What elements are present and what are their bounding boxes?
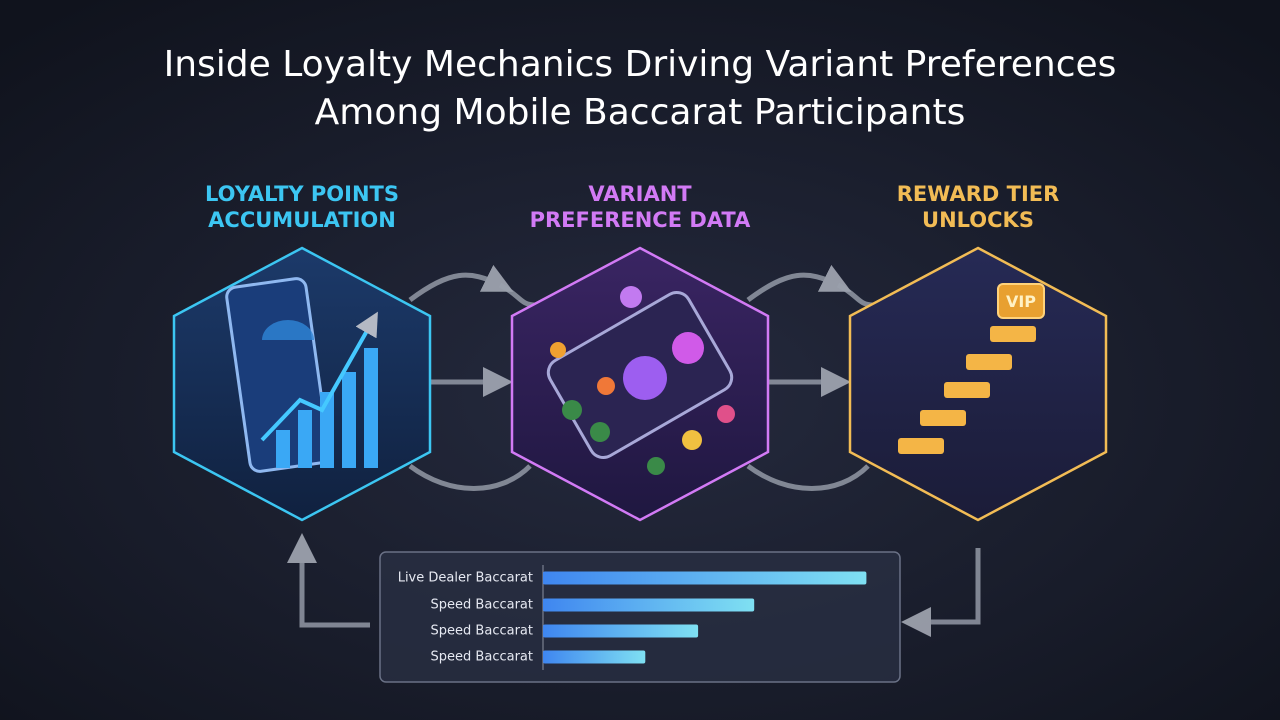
- bar: [543, 624, 699, 638]
- connectors: [287, 264, 981, 637]
- node-label: VARIANT: [588, 182, 692, 206]
- illustration: [546, 286, 735, 475]
- node-label: UNLOCKS: [922, 208, 1034, 232]
- title-line: Among Mobile Baccarat Participants: [315, 92, 966, 133]
- category-label: Speed Baccarat: [431, 624, 533, 639]
- node-label: PREFERENCE DATA: [530, 208, 752, 232]
- illustration: VIP: [898, 283, 1045, 454]
- node-label: ACCUMULATION: [208, 208, 396, 232]
- category-label: Speed Baccarat: [431, 598, 533, 613]
- category-label: Speed Baccarat: [431, 650, 533, 665]
- bar: [543, 650, 646, 664]
- node-label: REWARD TIER: [897, 182, 1060, 206]
- title-line: Inside Loyalty Mechanics Driving Variant…: [164, 44, 1117, 85]
- illustration: [225, 277, 378, 473]
- bar: [543, 598, 755, 612]
- bar: [543, 571, 867, 585]
- category-label: Live Dealer Baccarat: [398, 571, 533, 586]
- node-label: LOYALTY POINTS: [205, 182, 399, 206]
- svg-text:VIP: VIP: [1006, 292, 1036, 311]
